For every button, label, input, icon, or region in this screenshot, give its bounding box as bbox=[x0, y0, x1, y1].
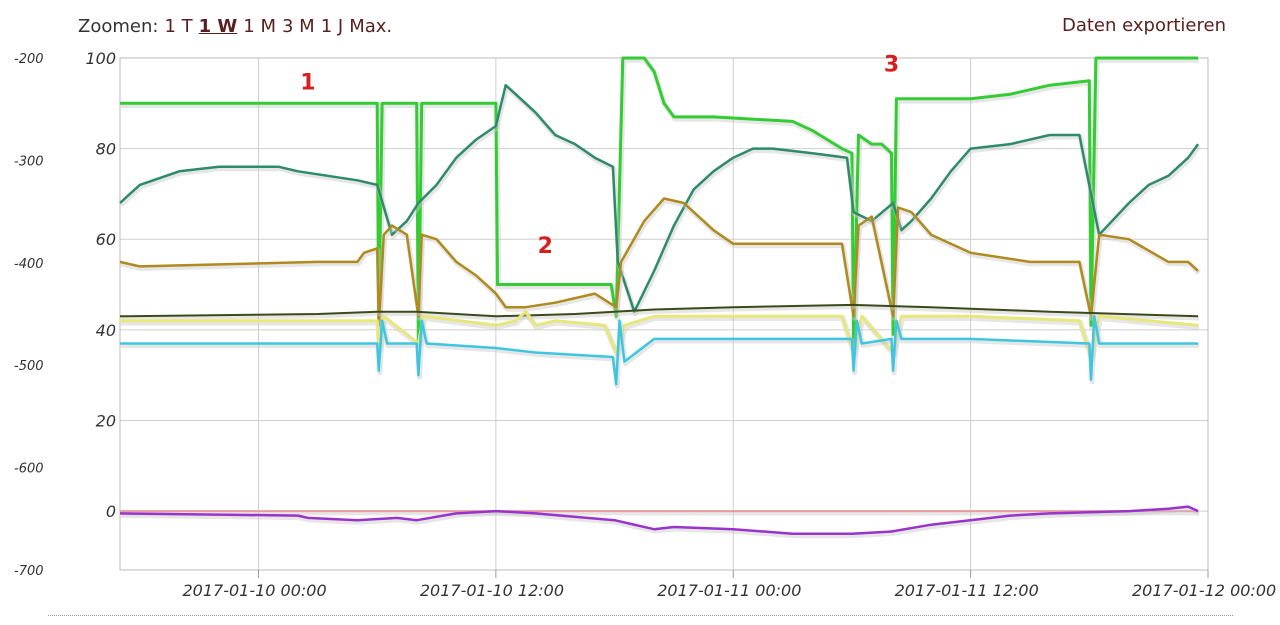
left-y-tick-label: -400 bbox=[14, 257, 44, 272]
zoom-1-week[interactable]: 1 W bbox=[198, 15, 238, 37]
plot-frame bbox=[119, 57, 1209, 571]
x-axis: 2017-01-10 00:00 2017-01-10 12:00 2017-01-… bbox=[182, 570, 1276, 600]
series-line-1 bbox=[120, 56, 1199, 345]
zoom-label: Zoomen: bbox=[78, 15, 159, 37]
series-shadow bbox=[119, 84, 1202, 317]
bottom-divider bbox=[48, 615, 1233, 616]
right-y-axis: 100 80 60 40 20 0 bbox=[85, 49, 116, 521]
left-y-tick-label: -300 bbox=[14, 154, 44, 169]
line-chart: -200 -300 -400 -500 -600 -700 100 80 60 40 20 0 20… bbox=[14, 49, 1276, 600]
annotation-label: 2 bbox=[538, 234, 553, 259]
series-line-5 bbox=[120, 310, 1199, 359]
series-shadow bbox=[120, 304, 1200, 321]
zoom-toolbar: Zoomen: 1 T 1 W 1 M 3 M 1 J Max. bbox=[78, 12, 398, 40]
series-shadow bbox=[120, 506, 1201, 539]
series-shadow bbox=[121, 315, 1200, 389]
series-line-2 bbox=[119, 83, 1200, 313]
right-y-tick-label: 40 bbox=[96, 321, 116, 340]
x-tick-label: 2017-01-11 12:00 bbox=[895, 581, 1039, 600]
x-tick-label: 2017-01-10 12:00 bbox=[420, 581, 564, 600]
series-line-8 bbox=[119, 505, 1199, 536]
right-y-tick-label: 0 bbox=[106, 502, 116, 521]
left-y-tick-label: -200 bbox=[14, 52, 44, 67]
series-shadow bbox=[120, 198, 1201, 330]
right-y-tick-label: 100 bbox=[85, 49, 116, 68]
annotations: 1 2 3 bbox=[300, 53, 899, 259]
right-y-tick-label: 60 bbox=[96, 230, 116, 249]
zoom-1-year[interactable]: 1 J bbox=[320, 15, 344, 37]
series-line-6 bbox=[120, 315, 1199, 386]
annotation-label: 3 bbox=[884, 53, 899, 78]
left-y-tick-label: -600 bbox=[14, 462, 44, 477]
x-tick-label: 2017-01-10 00:00 bbox=[182, 581, 326, 600]
zoom-1-month[interactable]: 1 M bbox=[243, 15, 276, 37]
zoom-3-months[interactable]: 3 M bbox=[281, 15, 315, 37]
series-line-3 bbox=[119, 197, 1199, 327]
right-y-tick-label: 80 bbox=[96, 140, 116, 159]
left-y-tick-label: -700 bbox=[14, 564, 44, 579]
series-group bbox=[119, 56, 1202, 539]
right-y-tick-label: 20 bbox=[96, 411, 116, 430]
x-tick-label: 2017-01-12 00:00 bbox=[1132, 581, 1276, 600]
series-line-4 bbox=[119, 303, 1199, 318]
x-tick-label: 2017-01-11 00:00 bbox=[657, 581, 801, 600]
left-y-tick-label: -500 bbox=[14, 359, 44, 374]
zoom-1-day[interactable]: 1 T bbox=[164, 15, 193, 37]
export-data-link[interactable]: Daten exportieren bbox=[1061, 15, 1226, 36]
annotation-label: 1 bbox=[300, 71, 315, 96]
zoom-max[interactable]: Max. bbox=[349, 15, 393, 37]
left-y-axis: -200 -300 -400 -500 -600 -700 bbox=[14, 52, 44, 579]
